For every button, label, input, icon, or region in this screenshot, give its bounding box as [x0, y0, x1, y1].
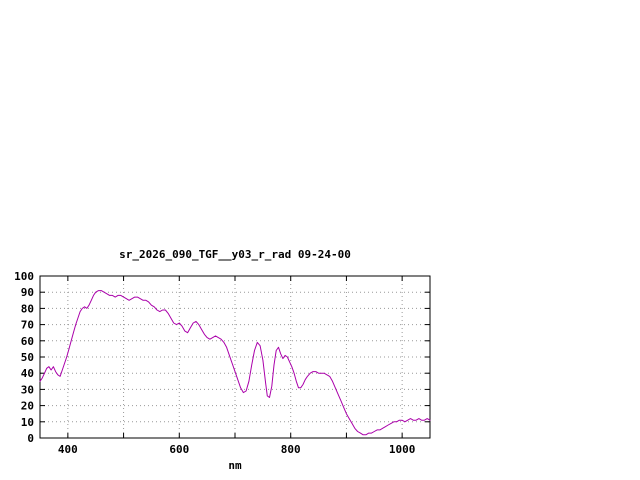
y-tick-label: 10 [21, 416, 34, 429]
y-tick-label: 70 [21, 319, 34, 332]
data-line [39, 290, 431, 436]
x-tick-label: 600 [169, 443, 189, 456]
chart-title: sr_2026_090_TGF__y03_r_rad 09-24-00 [119, 248, 351, 261]
plot-border [39, 275, 431, 439]
x-tick-label: 400 [58, 443, 78, 456]
x-axis-label: nm [228, 459, 242, 472]
y-tick-label: 100 [14, 270, 34, 283]
y-tick-label: 0 [27, 432, 34, 445]
x-tick-label: 800 [281, 443, 301, 456]
y-tick-label: 30 [21, 383, 34, 396]
x-tick-label: 1000 [389, 443, 416, 456]
y-tick-label: 20 [21, 400, 34, 413]
y-tick-label: 40 [21, 367, 34, 380]
y-tick-label: 90 [21, 286, 34, 299]
y-tick-label: 80 [21, 302, 34, 315]
y-tick-label: 50 [21, 351, 34, 364]
y-tick-label: 60 [21, 335, 34, 348]
